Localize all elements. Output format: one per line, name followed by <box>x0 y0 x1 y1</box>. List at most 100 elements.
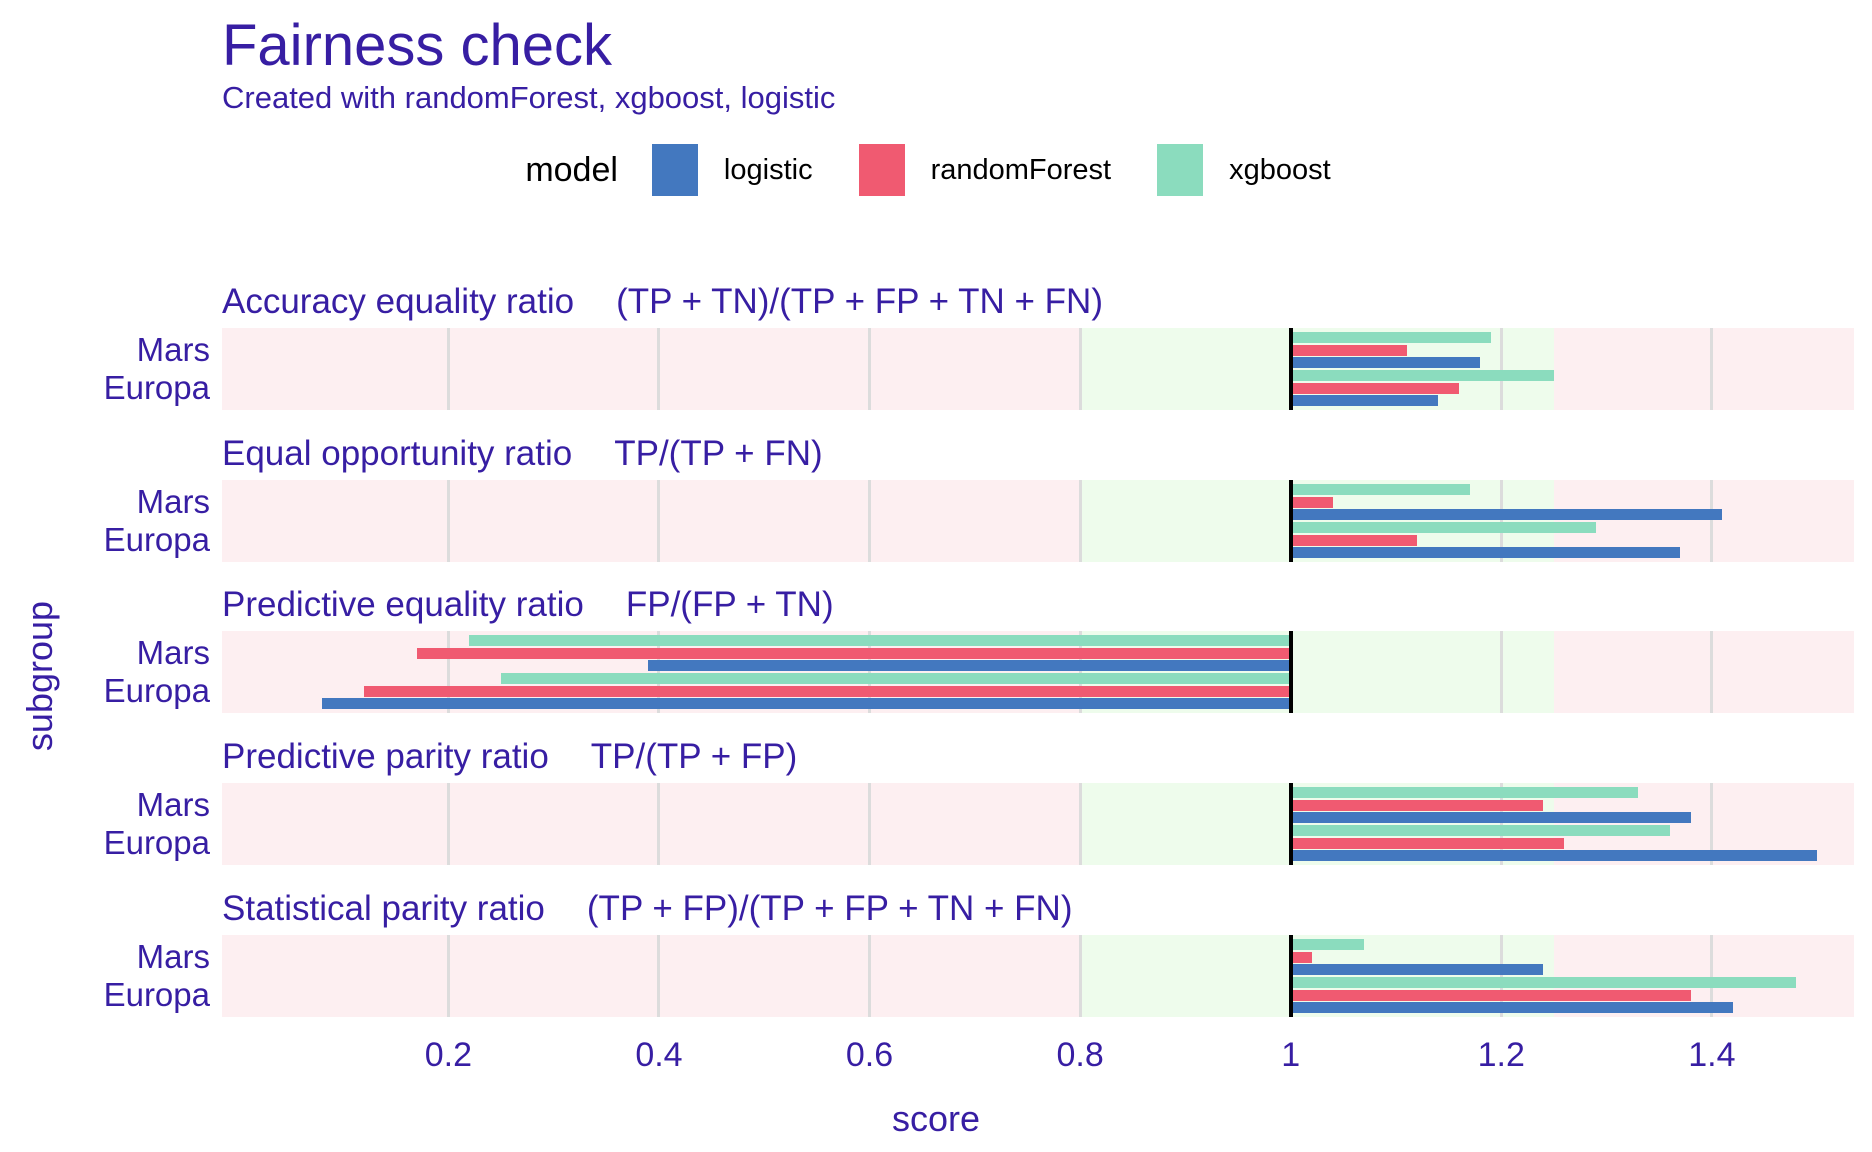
gridline <box>657 783 661 865</box>
bar-logistic <box>1290 964 1544 975</box>
bar-xgboost <box>469 635 1291 646</box>
bar-logistic <box>322 698 1291 709</box>
gridline <box>1078 783 1082 865</box>
bar-randomForest <box>364 685 1291 697</box>
bar-xgboost <box>1290 939 1365 950</box>
panel-plot-strip: Mars Europa <box>104 783 1854 865</box>
gridline <box>1710 935 1714 1017</box>
bar-logistic <box>1290 357 1481 368</box>
x-axis-title: score <box>891 1098 981 1139</box>
gridline <box>868 935 872 1017</box>
bar-randomForest <box>416 647 1291 659</box>
gridline <box>1499 631 1503 713</box>
panel-formula-label: TP/(TP + FN) <box>614 434 823 473</box>
panel-title: Predictive equality ratio FP/(FP + TN) <box>222 585 834 625</box>
panel-metric-label: Predictive parity ratio <box>222 737 549 776</box>
panel-formula-label: FP/(FP + TN) <box>625 585 834 624</box>
panel-plot-strip: Mars Europa <box>104 631 1854 713</box>
bar-logistic <box>1290 850 1818 861</box>
panel-formula-label: TP/(TP + FP) <box>590 737 798 776</box>
bar-randomForest <box>1290 382 1460 394</box>
reference-line <box>1288 935 1293 1017</box>
panel-title: Predictive parity ratio TP/(TP + FP) <box>222 737 797 777</box>
y-tick-label: Europa <box>103 824 210 861</box>
gridline <box>868 783 872 865</box>
bar-xgboost <box>1290 484 1470 495</box>
gridline <box>1710 328 1714 410</box>
gridline <box>1078 935 1082 1017</box>
bar-randomForest <box>1290 496 1333 508</box>
unfair-zone-right <box>1553 631 1854 713</box>
bar-randomForest <box>1290 534 1418 546</box>
y-axis-title: subgroup <box>19 600 60 752</box>
y-tick-label: Mars <box>136 331 210 368</box>
gridline <box>446 328 450 410</box>
unfair-zone-right <box>1553 328 1854 410</box>
bar-xgboost <box>1290 332 1491 343</box>
reference-line <box>1288 328 1293 410</box>
gridline <box>1499 328 1503 410</box>
gridline <box>446 935 450 1017</box>
bar-xgboost <box>1290 825 1670 836</box>
x-tick-label: 1 <box>1281 1036 1301 1074</box>
gridline <box>657 935 661 1017</box>
panel-title: Statistical parity ratio (TP + FP)/(TP + … <box>222 889 1072 929</box>
gridline <box>1499 935 1503 1017</box>
gridline <box>1499 783 1503 865</box>
gridline <box>868 631 872 713</box>
bar-xgboost <box>1290 787 1639 798</box>
panel-formula-label: (TP + TN)/(TP + FP + TN + FN) <box>616 282 1103 321</box>
y-tick-label: Mars <box>136 483 210 520</box>
bar-randomForest <box>1290 989 1691 1001</box>
reference-line <box>1288 480 1293 562</box>
gridline <box>1078 328 1082 410</box>
bar-logistic <box>1290 547 1681 558</box>
gridline <box>1710 480 1714 562</box>
chart-subtitle: Created with randomForest, xgboost, logi… <box>222 80 836 115</box>
gridline <box>657 480 661 562</box>
panel-metric-label: Equal opportunity ratio <box>222 434 573 473</box>
gridline <box>1499 480 1503 562</box>
bar-logistic <box>1290 395 1439 406</box>
y-tick-label: Europa <box>103 672 210 709</box>
reference-line <box>1288 783 1293 865</box>
bar-randomForest <box>1290 799 1544 811</box>
y-tick-label: Europa <box>103 976 210 1013</box>
legend-item-xgboost: xgboost <box>1157 144 1347 196</box>
gridline <box>446 783 450 865</box>
unfair-zone-left <box>222 480 1081 562</box>
unfair-zone-left <box>222 328 1081 410</box>
legend-item-label: randomForest <box>930 153 1112 186</box>
bar-xgboost <box>1290 522 1597 533</box>
panel-plot-strip: Mars Europa <box>104 480 1854 562</box>
panel-metric-label: Accuracy equality ratio <box>222 282 575 321</box>
bar-randomForest <box>1290 837 1565 849</box>
bar-logistic <box>1290 509 1723 520</box>
y-tick-label: Europa <box>103 369 210 406</box>
panel-formula-label: (TP + FP)/(TP + FP + TN + FN) <box>586 889 1073 928</box>
unfair-zone-left <box>222 935 1081 1017</box>
bar-logistic <box>1290 812 1691 823</box>
panel-metric-label: Statistical parity ratio <box>222 889 545 928</box>
bar-randomForest <box>1290 344 1407 356</box>
randomforest-swatch-icon <box>858 144 905 196</box>
panel-metric-label: Predictive equality ratio <box>222 585 584 624</box>
gridline <box>446 480 450 562</box>
x-tick-label: 0.8 <box>1056 1036 1104 1074</box>
legend-title: model <box>525 150 618 189</box>
legend: model logistic randomForest xgboost <box>0 140 1872 200</box>
x-tick-label: 1.4 <box>1688 1036 1736 1074</box>
y-tick-label: Mars <box>136 938 210 975</box>
y-tick-label: Europa <box>103 521 210 558</box>
legend-item-label: logistic <box>723 153 813 186</box>
reference-line <box>1288 631 1293 713</box>
bar-logistic <box>1290 1002 1733 1013</box>
bar-randomForest <box>1290 951 1312 963</box>
x-tick-label: 0.4 <box>635 1036 683 1074</box>
gridline <box>868 328 872 410</box>
legend-item-logistic: logistic <box>651 144 829 196</box>
bar-xgboost <box>1290 977 1797 988</box>
y-tick-label: Mars <box>136 786 210 823</box>
x-tick-label: 0.2 <box>424 1036 472 1074</box>
